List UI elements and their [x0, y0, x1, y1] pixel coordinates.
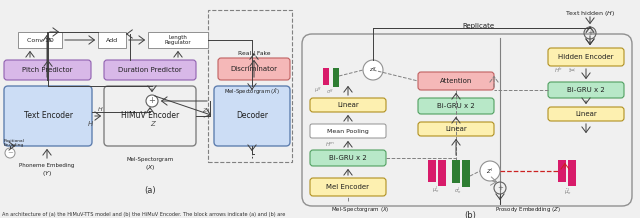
FancyBboxPatch shape [218, 58, 290, 80]
Bar [568, 160, 576, 186]
Text: $z^g$: $z^g$ [369, 66, 377, 74]
Text: (b): (b) [464, 211, 476, 218]
Bar [438, 160, 446, 186]
Bar [428, 160, 436, 182]
Text: Hidden Encoder: Hidden Encoder [558, 54, 614, 60]
Text: Linear: Linear [445, 126, 467, 132]
FancyBboxPatch shape [4, 60, 91, 80]
FancyBboxPatch shape [548, 82, 624, 98]
Text: Prosody Embedding $(Z)$: Prosody Embedding $(Z)$ [495, 206, 561, 215]
Bar [98, 32, 126, 48]
FancyBboxPatch shape [310, 98, 386, 112]
Text: $\mu^l_n$: $\mu^l_n$ [432, 185, 440, 195]
Text: $\mu^g$: $\mu^g$ [314, 85, 322, 95]
Text: Text Encoder: Text Encoder [24, 111, 72, 121]
FancyBboxPatch shape [418, 72, 494, 90]
Text: $H^m$: $H^m$ [325, 141, 335, 149]
Text: Linear: Linear [337, 102, 359, 108]
Text: Add: Add [106, 37, 118, 43]
Text: ~: ~ [7, 150, 13, 156]
Text: Bi-GRU x 2: Bi-GRU x 2 [329, 155, 367, 161]
Text: (a): (a) [144, 186, 156, 194]
Text: +: + [587, 30, 593, 36]
Text: Mean Pooling: Mean Pooling [327, 128, 369, 133]
Bar [452, 160, 460, 183]
FancyBboxPatch shape [418, 98, 494, 114]
Text: Mel-Spectorgram: Mel-Spectorgram [126, 157, 173, 162]
Bar [333, 68, 339, 87]
Text: $\hat{\mu}^l_n$: $\hat{\mu}^l_n$ [564, 187, 572, 198]
Text: Length
Regulator: Length Regulator [164, 35, 191, 45]
Text: Discriminator: Discriminator [230, 66, 278, 72]
FancyBboxPatch shape [104, 86, 196, 146]
Text: Mel Encoder: Mel Encoder [326, 184, 369, 190]
FancyBboxPatch shape [418, 122, 494, 136]
Bar [18, 32, 62, 48]
Text: $(Y)$: $(Y)$ [42, 169, 52, 177]
FancyBboxPatch shape [310, 178, 386, 196]
FancyBboxPatch shape [302, 34, 632, 206]
Text: Bi-GRU x 2: Bi-GRU x 2 [567, 87, 605, 93]
Circle shape [363, 60, 383, 80]
Bar [462, 160, 470, 187]
Text: +: + [148, 97, 156, 106]
Text: $Z^l$: $Z^l$ [486, 166, 493, 176]
Text: Linear: Linear [575, 111, 597, 117]
Text: $Z$: $Z$ [150, 119, 157, 128]
Text: Bi-GRU x 2: Bi-GRU x 2 [437, 103, 475, 109]
Text: $H^h$: $H^h$ [554, 65, 563, 75]
Text: $\sigma^l_n$: $\sigma^l_n$ [454, 186, 461, 196]
FancyBboxPatch shape [310, 124, 386, 138]
FancyBboxPatch shape [4, 86, 92, 146]
Text: Positional
Encoding: Positional Encoding [4, 139, 25, 147]
Circle shape [146, 95, 158, 107]
Text: $(X)$: $(X)$ [145, 162, 156, 172]
FancyBboxPatch shape [104, 60, 196, 80]
Text: Decoder: Decoder [236, 111, 268, 121]
FancyBboxPatch shape [548, 48, 624, 66]
Text: $H$: $H$ [88, 119, 95, 128]
FancyBboxPatch shape [214, 86, 290, 146]
Bar [148, 32, 208, 48]
Text: $Z$: $Z$ [202, 106, 208, 114]
Text: $\sigma^g$: $\sigma^g$ [326, 88, 334, 96]
Text: Real / Fake: Real / Fake [237, 51, 270, 56]
Text: Mel-Spectorgram $(X)$: Mel-Spectorgram $(X)$ [331, 206, 389, 215]
Bar [208, 10, 292, 162]
Text: An architecture of (a) the HiMuV-TTS model and (b) the HiMuV Encoder. The block : An architecture of (a) the HiMuV-TTS mod… [2, 212, 285, 217]
Text: Conv 1D: Conv 1D [27, 37, 53, 43]
Text: Text hidden $(H)$: Text hidden $(H)$ [565, 10, 615, 19]
Text: HiMuV Encoder: HiMuV Encoder [121, 111, 179, 121]
Circle shape [480, 161, 500, 181]
Bar [558, 160, 566, 182]
Text: Duration Predictor: Duration Predictor [118, 67, 182, 73]
Text: $H$: $H$ [97, 105, 103, 113]
Text: Replicate: Replicate [462, 23, 494, 29]
FancyBboxPatch shape [548, 107, 624, 121]
Text: Phoneme Embeding: Phoneme Embeding [19, 164, 75, 169]
Text: Attention: Attention [440, 78, 472, 84]
Text: +: + [497, 185, 503, 191]
Text: Pitch Predictor: Pitch Predictor [22, 67, 72, 73]
FancyBboxPatch shape [310, 150, 386, 166]
Text: ✂: ✂ [569, 66, 575, 75]
Text: Mel-Spectorgram $(\hat{X})$: Mel-Spectorgram $(\hat{X})$ [224, 87, 280, 97]
Bar [323, 68, 329, 85]
Circle shape [5, 148, 15, 158]
